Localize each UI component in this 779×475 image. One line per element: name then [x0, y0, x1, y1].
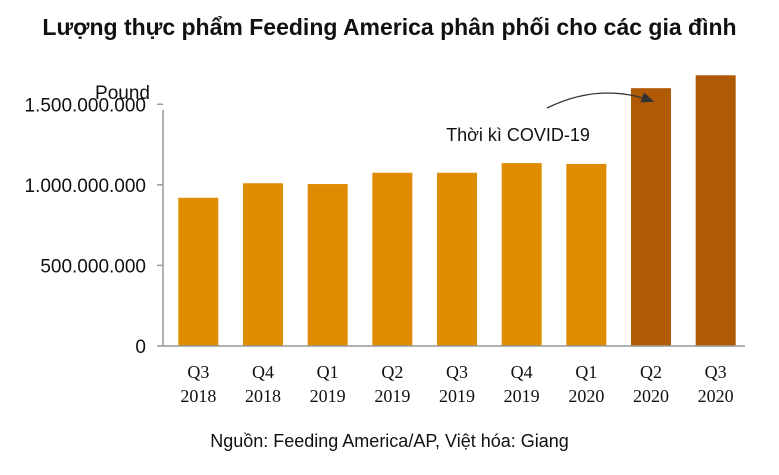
x-tick-label-year: 2018: [245, 386, 281, 406]
covid-annotation: Thời kì COVID-19: [446, 125, 590, 145]
y-tick-label: 1.000.000.000: [24, 176, 146, 197]
x-tick-label-year: 2020: [633, 386, 669, 406]
bar: [372, 172, 413, 346]
chart-title: Lượng thực phẩm Feeding America phân phố…: [42, 14, 737, 40]
source-note: Nguồn: Feeding America/AP, Việt hóa: Gia…: [210, 431, 569, 451]
y-tick-label: 0: [135, 337, 146, 358]
x-tick-label-year: 2020: [568, 386, 604, 406]
x-tick-label-quarter: Q3: [187, 362, 209, 382]
x-tick-label-quarter: Q1: [317, 362, 339, 382]
bar: [307, 184, 348, 346]
x-tick-label-year: 2019: [439, 386, 475, 406]
x-tick-label-year: 2019: [310, 386, 346, 406]
bar: [566, 163, 607, 346]
bar: [178, 197, 219, 346]
x-tick-label-quarter: Q4: [252, 362, 274, 382]
x-tick-label-quarter: Q2: [381, 362, 403, 382]
y-axis-ticks: 0 500.000.000 1.000.000.000 1.500.000.000: [24, 95, 163, 358]
x-tick-label-year: 2020: [698, 386, 734, 406]
y-tick-label: 500.000.000: [40, 256, 146, 277]
x-tick-label-year: 2019: [504, 386, 540, 406]
x-tick-label-quarter: Q2: [640, 362, 662, 382]
bar: [437, 172, 477, 346]
y-tick-label: 1.500.000.000: [24, 95, 146, 116]
bar: [501, 163, 542, 346]
bar: [695, 75, 736, 346]
x-tick-label-year: 2018: [180, 386, 216, 406]
x-tick-label-year: 2019: [374, 386, 410, 406]
bar: [243, 183, 283, 346]
annotation-arrow: [546, 92, 655, 109]
x-tick-label-quarter: Q1: [575, 362, 597, 382]
x-tick-label-quarter: Q3: [705, 362, 727, 382]
bars: [178, 75, 736, 347]
bar: [631, 88, 671, 347]
y-axis-label: Pound: [95, 83, 150, 104]
x-axis-labels: Q3 2018 Q4 2018 Q1 2019 Q2 2019 Q3 2019 Q4 2019 Q1 20…: [180, 362, 733, 406]
x-tick-label-quarter: Q3: [446, 362, 468, 382]
x-tick-label-quarter: Q4: [511, 362, 533, 382]
